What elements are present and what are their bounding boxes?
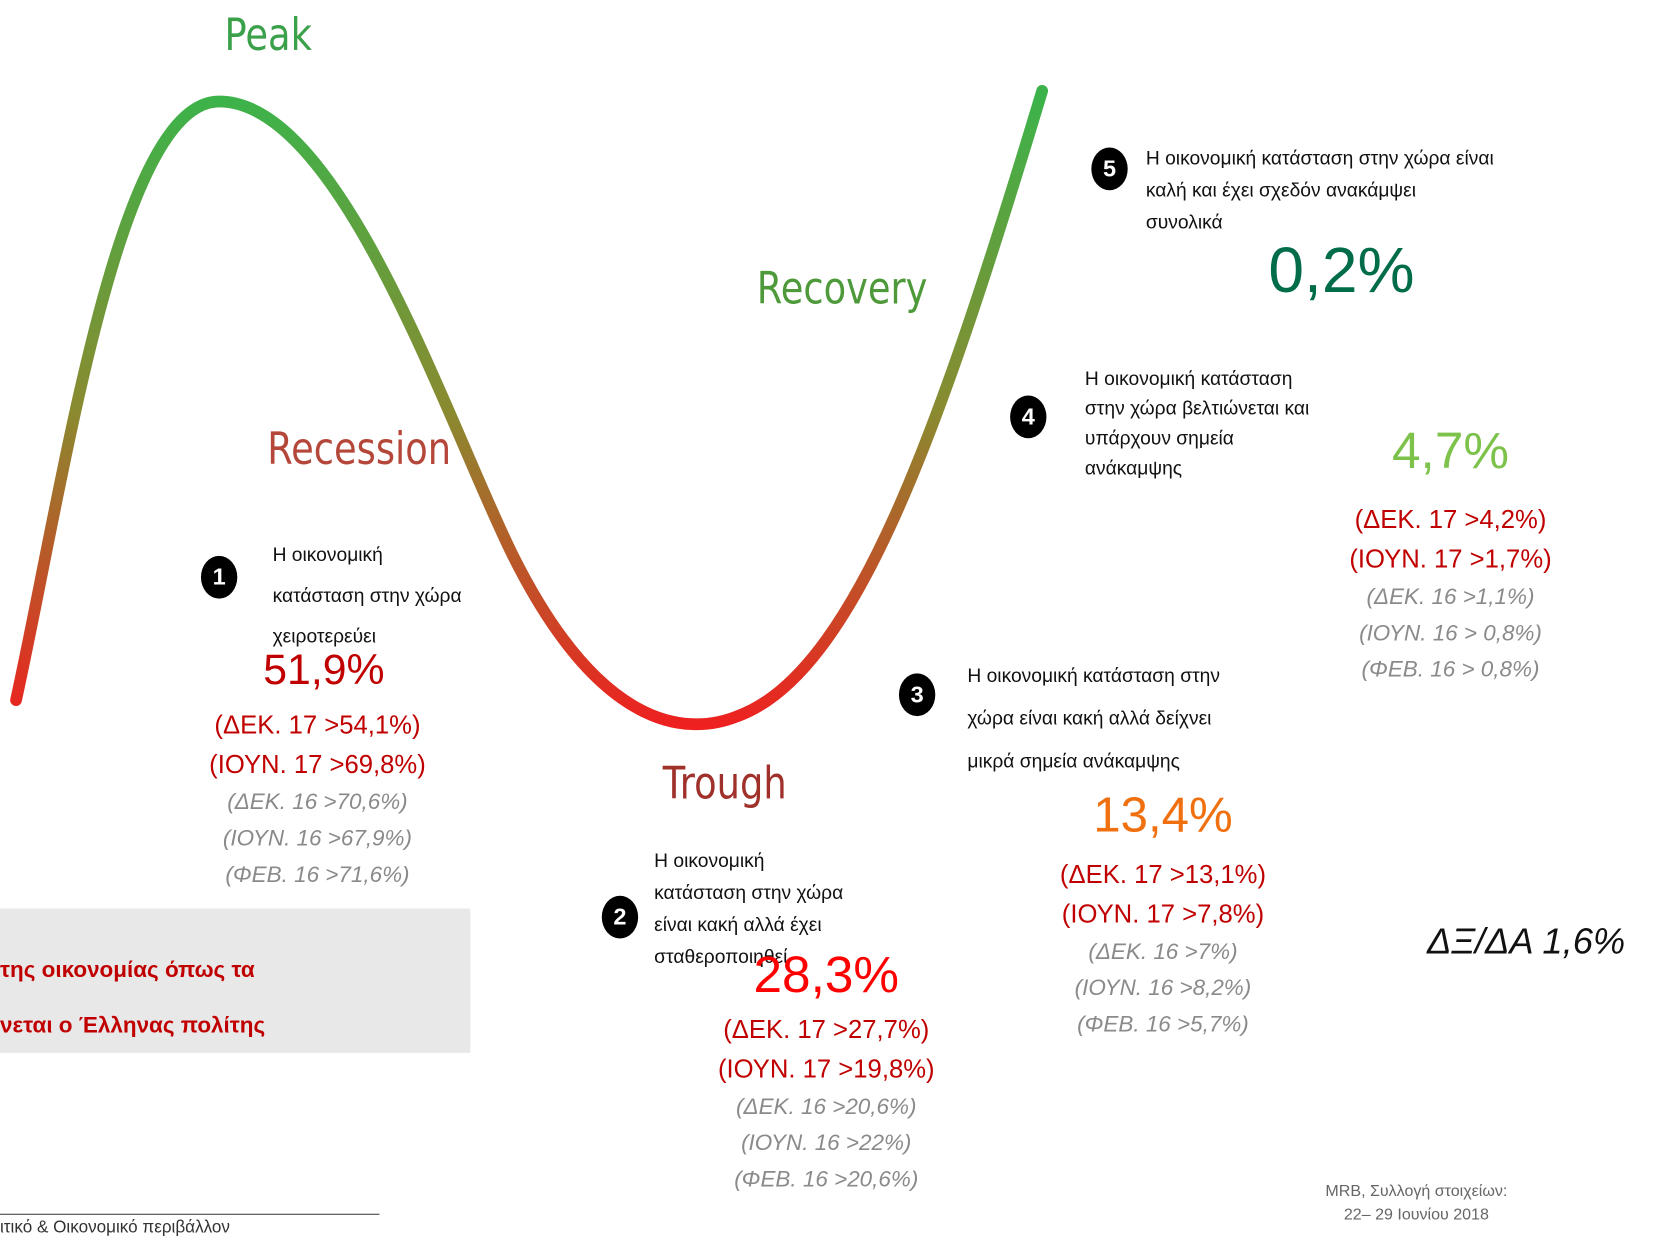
stage-value: 4,7%: [1392, 423, 1509, 480]
past-comparison: (ΔΕΚ. 16 >7%): [1088, 939, 1238, 965]
current-comparison: (ΔΕΚ. 17 >54,1%): [214, 710, 421, 740]
past-comparison: (ΦΕΒ. 16 >5,7%): [1077, 1012, 1249, 1037]
past-comparison: (ΔΕΚ. 16 >1,1%): [1366, 584, 1535, 610]
footer-section: ιτικό & Οικονομικό περιβάλλον: [0, 1218, 230, 1237]
past-comparison: (ΙΟΥΝ. 16 >8,2%): [1074, 975, 1252, 1001]
stage-comparisons: (ΔΕΚ. 17 >54,1%) (ΙΟΥΝ. 17 >69,8%) (ΔΕΚ. 1…: [209, 705, 426, 893]
stage-description: Η οικονομική κατάσταση στην χώρα βελτιώνε…: [1085, 363, 1309, 483]
description-line: μικρά σημεία ανάκαμψης: [967, 750, 1180, 772]
curve: [10, 84, 1049, 731]
dk-na: ΔΞ/ΔΑ 1,6%: [1426, 921, 1626, 963]
past-comparison: (ΙΟΥΝ. 16 > 0,8%): [1359, 621, 1542, 646]
title-line: νεται ο Έλληνας πολίτης: [0, 1013, 266, 1038]
description-line: Η οικονομική κατάσταση στην χώρα είναι: [1145, 147, 1494, 169]
stage-value: 0,2%: [1268, 234, 1415, 306]
source-line: 22– 29 Ιουνίου 2018: [1343, 1205, 1489, 1224]
description-line: στην χώρα βελτιώνεται και: [1084, 397, 1310, 420]
description-line: χώρα είναι κακή αλλά δείχνει: [967, 707, 1212, 729]
stage-value: 13,4%: [1093, 786, 1233, 843]
past-comparison: (ΦΕΒ. 16 >20,6%): [734, 1167, 919, 1192]
description-line: σταθεροποιηθεί: [654, 945, 788, 968]
description-line: Η οικονομική κατάσταση στην: [967, 664, 1221, 687]
description-line: συνολικά: [1145, 211, 1223, 234]
phase-recovery: Recovery: [756, 261, 928, 315]
description-line: υπάρχουν σημεία: [1084, 427, 1234, 449]
title-box-bg: [0, 908, 471, 1053]
past-comparison: (ΔΕΚ. 16 >20,6%): [736, 1094, 917, 1120]
description-line: Η οικονομική: [654, 849, 765, 872]
title-line: της οικονομίας όπως τα: [0, 957, 255, 983]
stage-comparisons: (ΔΕΚ. 17 >27,7%) (ΙΟΥΝ. 17 >19,8%) (ΔΕΚ. 1…: [718, 1010, 935, 1198]
description-line: κατάσταση στην χώρα: [654, 881, 844, 904]
footer-source: MRB, Συλλογή στοιχείων: 22– 29 Ιουνίου 2…: [1325, 1180, 1507, 1227]
past-comparison: (ΙΟΥΝ. 16 >22%): [741, 1130, 912, 1156]
title-box: της οικονομίας όπως τα νεται ο Έλληνας π…: [0, 943, 265, 1054]
description-line: Η οικονομική κατάσταση: [1084, 367, 1293, 390]
phase-recession: Recession: [267, 422, 452, 475]
current-comparison: (ΙΟΥΝ. 17 >1,7%): [1349, 545, 1552, 574]
stage-badge: 4: [1010, 395, 1047, 439]
stage-description: Η οικονομική κατάσταση στην χώρα είναι κακ…: [654, 844, 843, 972]
stage-comparisons: (ΔΕΚ. 17 >13,1%) (ΙΟΥΝ. 17 >7,8%) (ΔΕΚ. 16…: [1060, 855, 1266, 1043]
past-comparison: (ΦΕΒ. 16 > 0,8%): [1361, 657, 1540, 682]
current-comparison: (ΔΕΚ. 17 >27,7%): [723, 1015, 930, 1045]
description-line: είναι κακή αλλά έχει: [654, 913, 822, 936]
current-comparison: (ΙΟΥΝ. 17 >69,8%): [209, 750, 426, 780]
stage-badge: 2: [601, 895, 639, 939]
phase-peak: Peak: [224, 8, 312, 61]
stage-value: 28,3%: [753, 947, 900, 1004]
stage-badge: 5: [1091, 147, 1128, 191]
stage-description: Η οικονομική κατάσταση στην χώρα είναι κα…: [1146, 142, 1494, 238]
current-comparison: (ΙΟΥΝ. 17 >19,8%): [717, 1055, 935, 1084]
current-comparison: (ΙΟΥΝ. 17 >7,8%): [1061, 900, 1265, 929]
description-line: καλή και έχει σχεδόν ανακάμψει: [1145, 179, 1417, 201]
past-comparison: (ΔΕΚ. 16 >70,6%): [227, 789, 408, 815]
source-line: MRB, Συλλογή στοιχείων:: [1325, 1182, 1508, 1201]
stage-badge: 3: [898, 673, 936, 717]
description-line: χειροτερεύει: [272, 625, 376, 647]
stage-value: 51,9%: [263, 646, 385, 694]
description-line: κατάσταση στην χώρα: [272, 584, 462, 607]
stage-badge: 1: [200, 555, 238, 599]
phase-trough: Trough: [662, 756, 787, 810]
past-comparison: (ΦΕΒ. 16 >71,6%): [225, 862, 410, 888]
stage-description: Η οικονομική κατάσταση στην χώρα χειροτερε…: [273, 534, 462, 656]
current-comparison: (ΔΕΚ. 17 >4,2%): [1354, 505, 1547, 535]
description-line: ανάκαμψης: [1084, 457, 1183, 479]
past-comparison: (ΙΟΥΝ. 16 >67,9%): [222, 826, 412, 851]
description-line: Η οικονομική: [272, 544, 383, 566]
stage-comparisons: (ΔΕΚ. 17 >4,2%) (ΙΟΥΝ. 17 >1,7%) (ΔΕΚ. 16 …: [1349, 500, 1551, 688]
current-comparison: (ΔΕΚ. 17 >13,1%): [1059, 860, 1267, 890]
stage-description: Η οικονομική κατάσταση στην χώρα είναι κα…: [967, 654, 1220, 782]
